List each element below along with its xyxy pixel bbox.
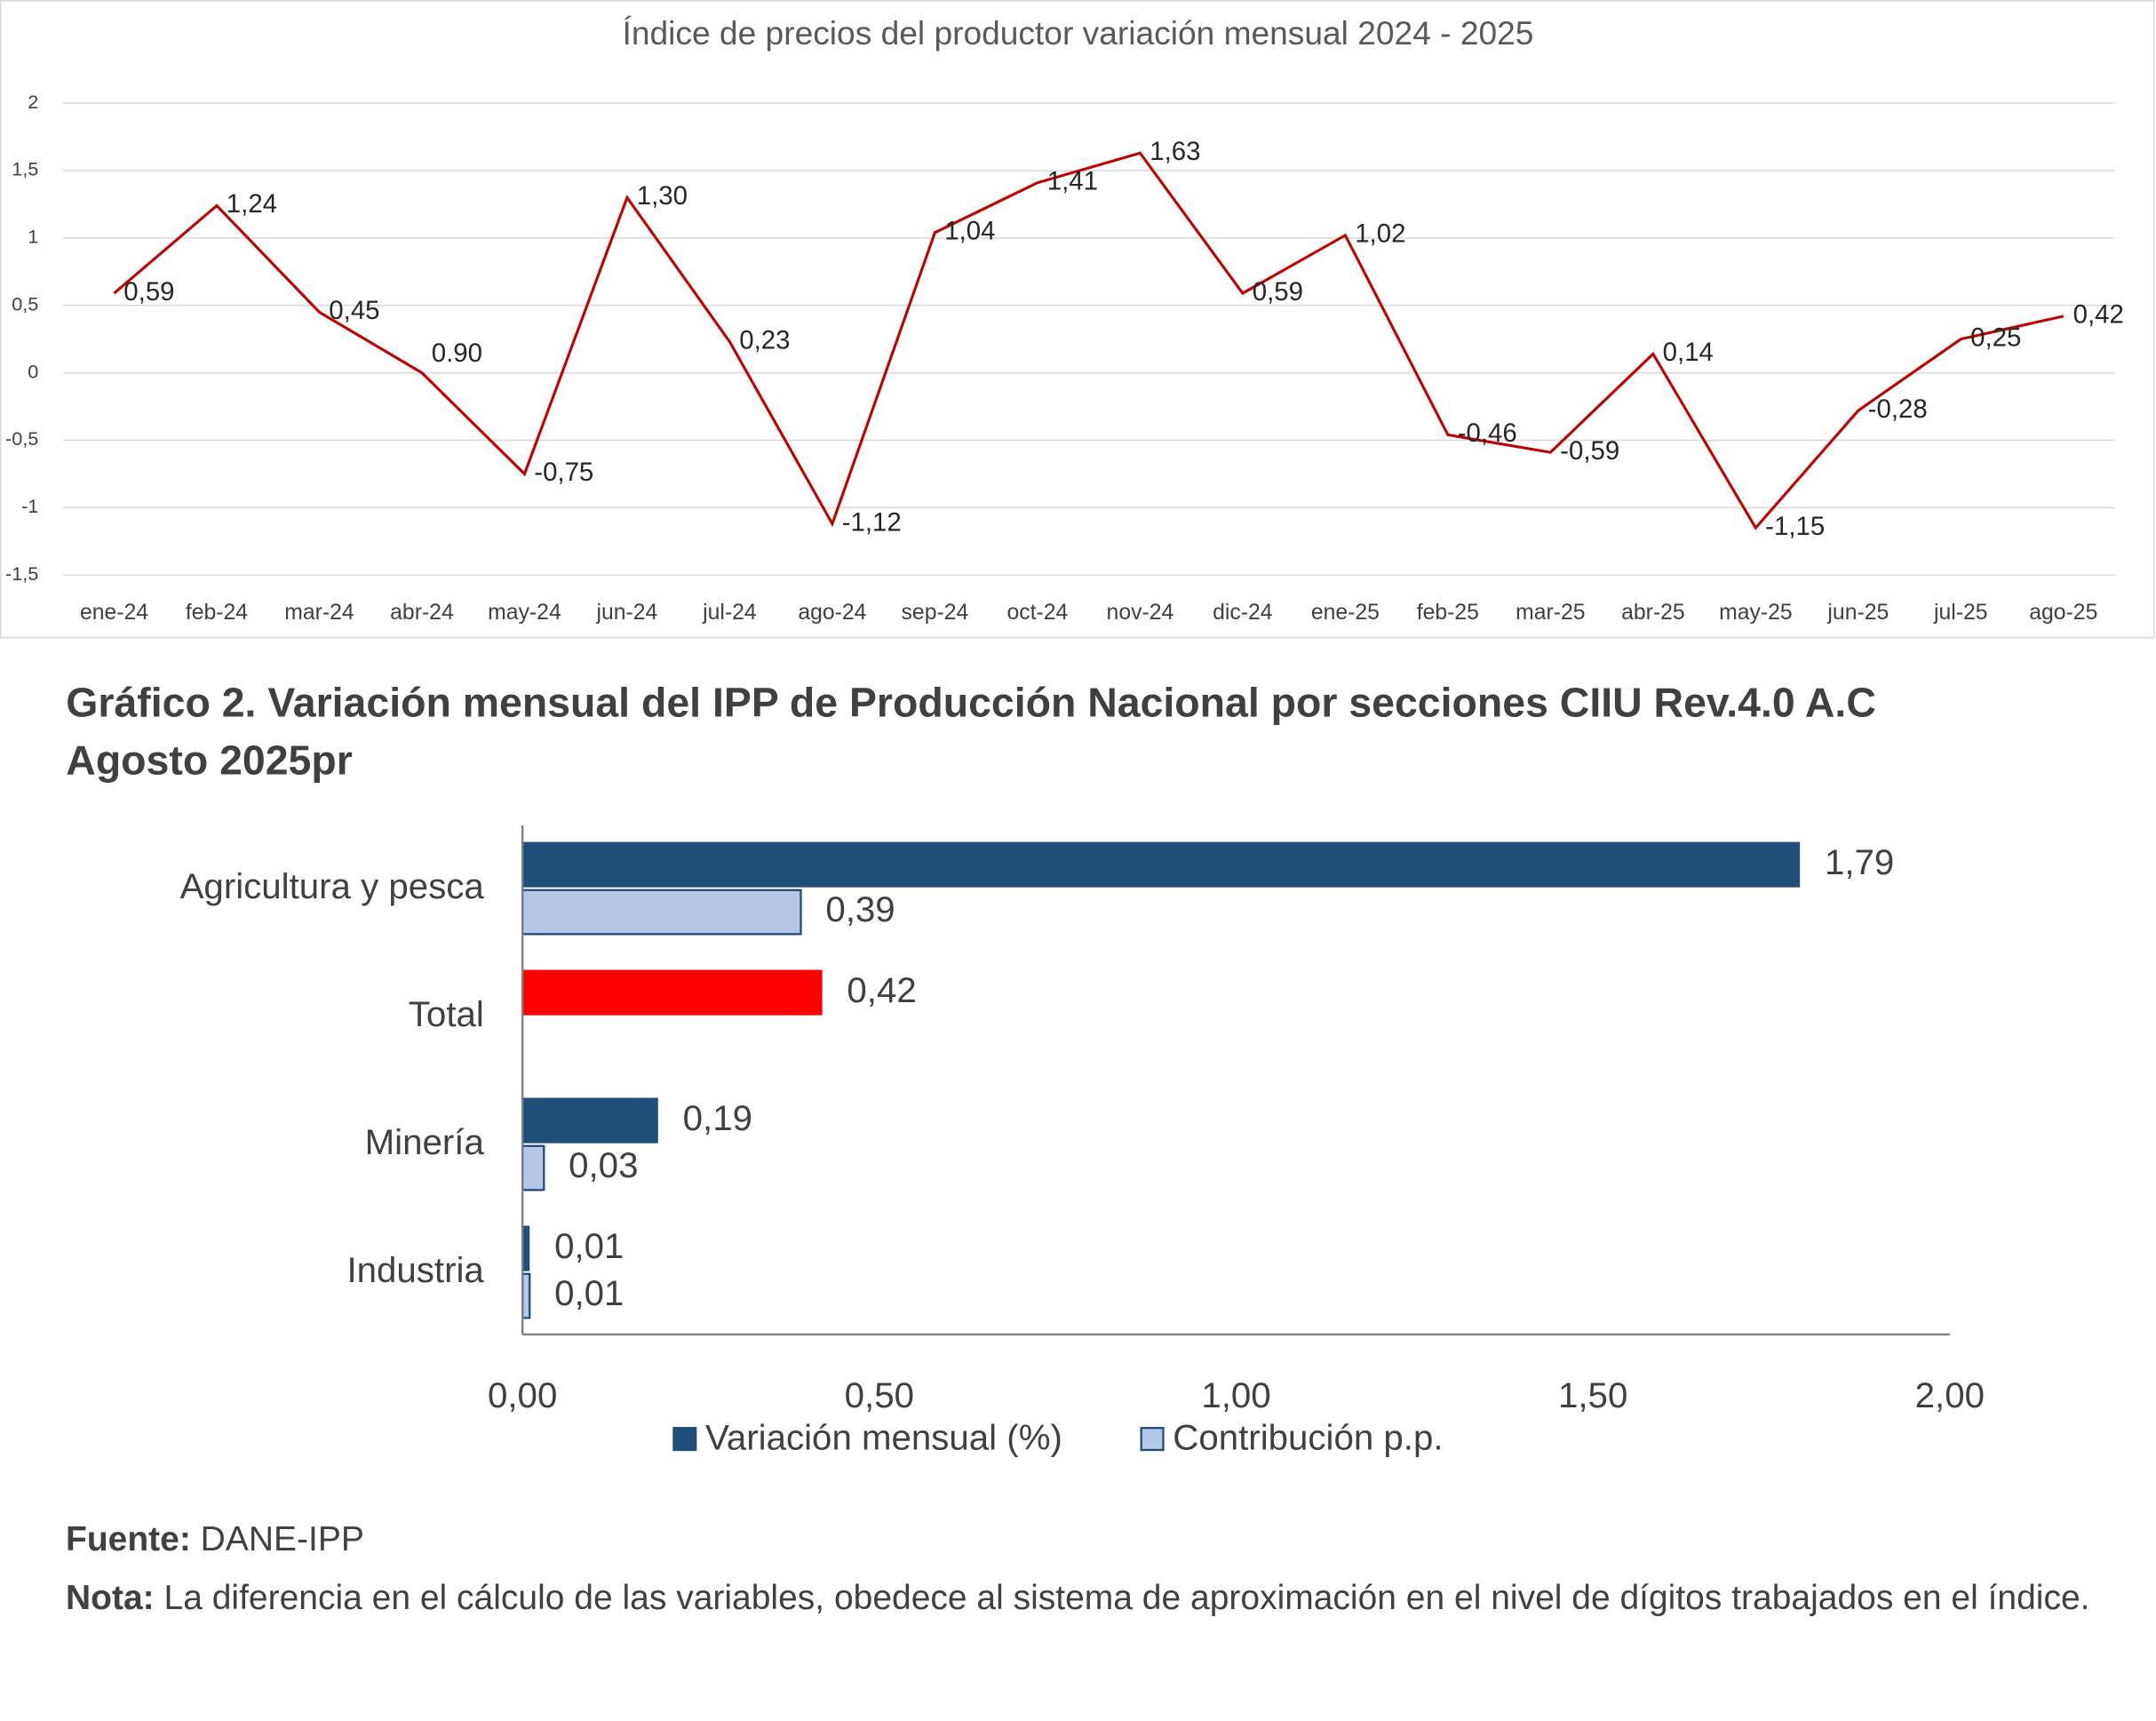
category-label: Agricultura y pesca — [180, 866, 485, 906]
category-label: Minería — [365, 1122, 485, 1162]
data-label: 0,19 — [683, 1098, 752, 1138]
data-label: 1,04 — [944, 217, 995, 246]
y-tick-label: -0,5 — [5, 427, 38, 450]
source-text: DANE-IPP — [200, 1520, 364, 1558]
data-label: 0,42 — [2073, 300, 2124, 330]
annotation: 0.90 — [432, 339, 482, 368]
note: Nota: La diferencia en el cálculo de las… — [66, 1569, 2100, 1628]
x-tick-label: may-25 — [1719, 601, 1793, 625]
x-tick-label: jun-25 — [1826, 601, 1889, 625]
bar — [521, 1272, 531, 1319]
legend-swatch — [672, 1427, 697, 1452]
y-tick-label: -1 — [21, 495, 38, 517]
x-tick-label: mar-25 — [1516, 601, 1585, 625]
data-label: 0,03 — [569, 1145, 638, 1185]
x-tick-label: ago-25 — [2029, 601, 2097, 625]
data-label: 0,25 — [1970, 323, 2021, 352]
data-label: 1,02 — [1355, 219, 1405, 249]
category-label: Total — [409, 994, 484, 1034]
bar-chart-title: Agosto 2025pr — [66, 737, 353, 784]
bar — [522, 1097, 658, 1143]
note-label: Nota: — [66, 1579, 155, 1617]
y-tick-label: 2 — [28, 91, 38, 113]
x-tick-label: jul-25 — [1933, 601, 1988, 625]
x-tick-label: sep-24 — [902, 601, 969, 625]
x-tick-label: abr-25 — [1621, 601, 1685, 625]
x-tick-label: jul-24 — [702, 601, 757, 625]
y-tick-label: 0,5 — [12, 292, 38, 315]
x-tick-label: dic-24 — [1213, 601, 1273, 625]
x-tick-label: may-24 — [488, 601, 561, 625]
data-label: 1,79 — [1825, 842, 1894, 882]
data-label: 0,59 — [1253, 277, 1303, 307]
data-label: 1,63 — [1150, 137, 1200, 166]
bar — [522, 1225, 530, 1271]
data-label: 0,59 — [123, 277, 174, 307]
data-label: 0,45 — [329, 296, 379, 325]
x-tick-label: 1,50 — [1558, 1375, 1627, 1415]
bar — [522, 969, 823, 1016]
x-tick-label: nov-24 — [1107, 601, 1174, 625]
line — [113, 151, 2065, 530]
x-tick-label: mar-24 — [284, 601, 354, 625]
x-tick-label: 0,00 — [488, 1375, 557, 1415]
x-tick-label: jun-24 — [596, 601, 658, 625]
bar — [521, 888, 802, 936]
x-tick-label: 2,00 — [1915, 1375, 1985, 1415]
data-label: -1,12 — [842, 507, 902, 537]
y-tick-label: 1,5 — [12, 158, 38, 180]
y-tick-label: 0 — [28, 360, 38, 382]
data-label: 0,39 — [825, 889, 895, 929]
x-tick-label: ene-25 — [1311, 601, 1380, 625]
data-label: -0,28 — [1868, 394, 1928, 424]
bar — [521, 1144, 545, 1191]
data-label: 0,01 — [554, 1273, 624, 1313]
note-text: La diferencia en el cálculo de las varia… — [163, 1579, 2090, 1617]
category-label: Industria — [346, 1250, 484, 1290]
line-chart-frame — [0, 0, 2155, 639]
x-tick-label: 1,00 — [1201, 1375, 1270, 1415]
x-tick-label: abr-24 — [390, 601, 454, 625]
x-tick-label: feb-25 — [1417, 601, 1479, 625]
legend-label: Variación mensual (%) — [705, 1418, 1062, 1458]
data-label: 1,24 — [227, 189, 277, 219]
data-label: -0,46 — [1458, 418, 1517, 448]
legend-label: Contribución p.p. — [1173, 1418, 1443, 1458]
line-chart-title: Índice de precios del productor variació… — [623, 14, 1534, 52]
y-tick-label: -1,5 — [5, 562, 38, 585]
x-tick-label: ene-24 — [80, 601, 148, 625]
notes: Fuente: DANE-IPP Nota: La diferencia en … — [66, 1510, 2100, 1628]
x-tick-label: feb-24 — [186, 601, 248, 625]
x-tick-label: oct-24 — [1007, 601, 1069, 625]
data-label: 0,23 — [739, 325, 790, 355]
data-label: 1,41 — [1047, 166, 1098, 195]
data-label: -0,59 — [1560, 436, 1619, 466]
x-tick-label: 0,50 — [845, 1375, 914, 1415]
data-label: 0,01 — [554, 1226, 624, 1266]
source: Fuente: DANE-IPP — [66, 1510, 2100, 1569]
data-label: 1,30 — [637, 181, 688, 211]
data-label: -1,15 — [1765, 512, 1825, 541]
x-tick-label: ago-24 — [798, 601, 866, 625]
bar — [522, 841, 1801, 888]
data-label: 0,42 — [847, 970, 916, 1010]
legend-swatch — [1140, 1427, 1165, 1452]
source-label: Fuente: — [66, 1520, 191, 1558]
data-label: 0,14 — [1663, 338, 1714, 367]
y-tick-label: 1 — [28, 226, 38, 248]
data-label: -0,75 — [534, 458, 593, 487]
bar-chart-title: Gráfico 2. Variación mensual del IPP de … — [66, 680, 1876, 726]
